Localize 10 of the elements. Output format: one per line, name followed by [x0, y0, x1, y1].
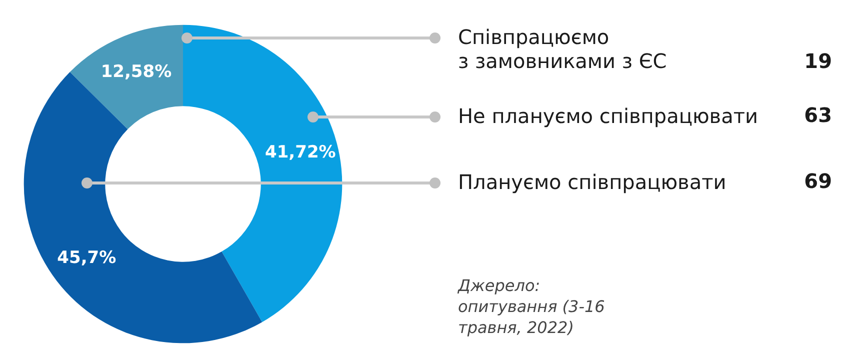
- data-label: 45,7%: [57, 248, 116, 268]
- data-label: 41,72%: [265, 142, 336, 163]
- slice-label: Не плануємо співпрацювати: [458, 104, 758, 128]
- text: 19: [804, 49, 832, 73]
- slice-label: Співпрацюємо з замовниками з ЄС: [458, 25, 667, 73]
- text: 63: [804, 103, 832, 127]
- text: 69: [804, 169, 832, 193]
- text: Джерело: опитування (3-16 травня, 2022): [457, 276, 610, 337]
- slice-label: Плануємо співпрацювати: [458, 170, 726, 194]
- data-label: 12,58%: [100, 62, 172, 82]
